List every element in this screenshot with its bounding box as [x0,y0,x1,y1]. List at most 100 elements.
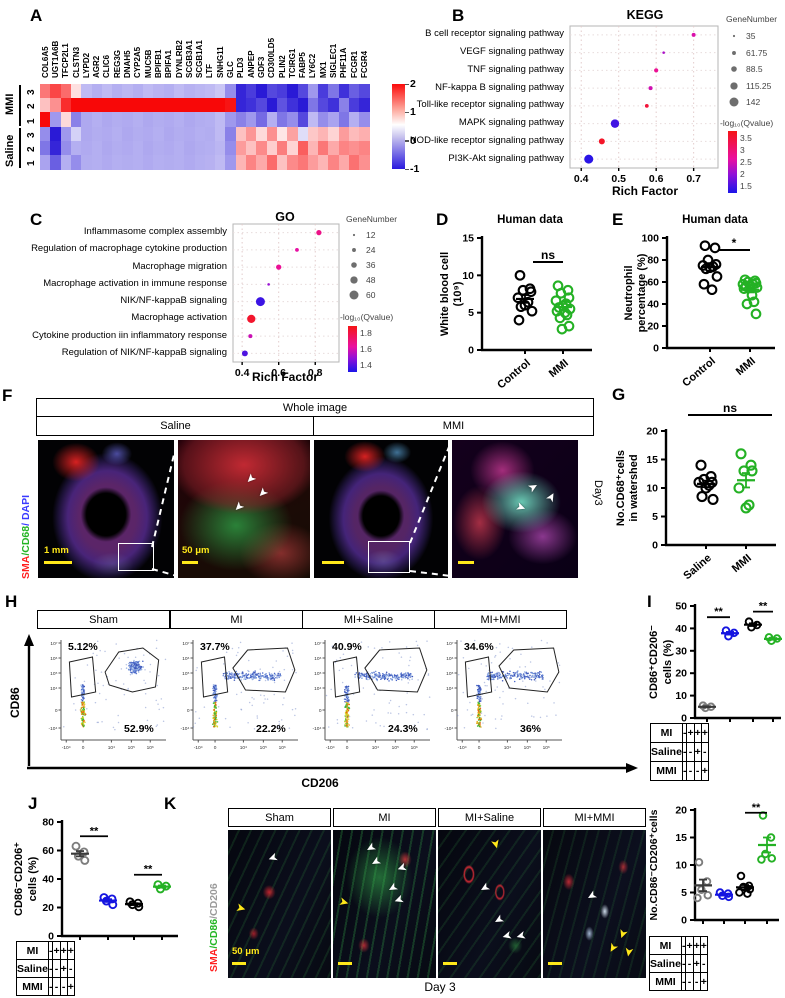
flow-dot [371,671,373,674]
flow-dot [400,656,403,658]
flow-dot [278,720,280,723]
pathway-label: Regulation of macrophage cytokine produc… [31,243,227,255]
flow-dot [215,706,217,709]
flow-dot [347,696,350,699]
x-tick: 0.4 [235,367,250,379]
flow-dot [270,676,273,679]
flow-dot [409,673,411,676]
flow-dot [371,675,373,677]
heatmap-cell [70,84,82,99]
colorbar-tickmark [405,168,409,171]
heatmap-cell [307,155,319,170]
gate-percent-top: 34.6% [464,641,494,653]
flow-dot [478,691,481,693]
flow-dot [345,692,348,694]
x-group-label: MMI [730,552,754,575]
flow-dot [388,641,391,643]
flow-dot [264,679,267,682]
flow-dot [477,713,480,716]
data-point [693,476,705,488]
color-legend-tick: 2 [740,169,745,179]
heatmap-cell [50,98,61,113]
flow-dot [555,714,557,716]
size-legend-title: GeneNumber [346,214,398,224]
heatmap-cell [246,84,257,99]
flow-dot [505,675,507,677]
heatmap-cell [91,84,103,99]
data-point [741,298,753,310]
heatmap-cell [246,155,257,170]
flow-x-tick: -10⁴ [194,745,203,751]
flow-y-tick: 10⁷ [446,641,453,647]
flow-headers: Sham MI MI+Saline MI+MMI [0,590,645,798]
heatmap-cell [122,140,134,156]
heatmap-cell [81,112,92,127]
flow-dot [497,671,499,674]
panel-e-label: E [612,210,624,229]
y-tick: 40 [647,299,659,311]
gene-label: DNAH5 [123,50,133,78]
heatmap-cell [276,84,288,99]
flow-gate-left [200,656,229,698]
y-tick: 10 [646,483,658,495]
heatmap-cell [40,140,51,156]
flow-dot [490,662,493,664]
heatmap-cell [40,84,51,99]
heatmap-cell [328,112,340,127]
flow-dot [388,702,391,704]
dotplot-svg: 0.4 0.6 0.8 [232,223,340,379]
flow-dot [373,671,375,673]
flow-dot [391,678,394,680]
data-point [767,854,777,863]
row-number: 2 [26,103,37,110]
table-row-label: Saline [649,954,682,973]
flow-dot [133,670,135,672]
flow-dot [253,672,256,674]
y-tick: 30 [675,645,687,657]
y-tick: 80 [42,817,54,829]
flow-dot [275,676,277,679]
flow-dot [248,701,251,704]
heatmap-cell [173,155,185,170]
flow-y-tick: 10⁶ [446,656,453,662]
flow-x-tick: 10⁶ [279,745,286,751]
flow-dot [410,675,413,678]
flow-dot [484,714,486,717]
flow-dot [214,696,216,699]
heatmap-cell [132,126,144,142]
flow-dot [226,674,229,677]
flow-dot [381,647,383,649]
flow-dot [348,699,350,701]
scatter-svg: 0 5 10 15 20 Saline MMI No.CD68⁺cells in watersh… [615,401,776,582]
heatmap-cell [60,112,72,127]
flow-dot [196,667,198,669]
table-cell: - [700,742,709,762]
flow-dot [532,672,535,675]
flow-x-tick: 10⁴ [504,745,511,751]
data-point [554,312,566,324]
heatmap-cell [297,140,309,156]
flow-dot [227,677,230,679]
flow-dot [535,680,537,682]
flow-dot [520,653,522,655]
flow-dot [345,704,347,706]
flow-dot [524,676,526,679]
heatmap-cell [50,84,61,99]
micro-saline-zoom [178,440,310,578]
flow-dot [135,665,137,667]
flow-plot: 10⁷ 10⁶ 10⁵ 10⁴ 0 -10⁴ -10⁴ 0 10⁴ 10⁵ 10⁶ 34.6% 36% [445,639,562,751]
gene-label: LYPD2 [81,52,91,78]
flow-dot [348,689,350,692]
flow-dot [215,690,217,693]
flow-dot [335,659,338,661]
flow-dot [373,647,376,649]
flow-dot [288,727,291,729]
flow-y-tick: 10⁷ [182,641,189,647]
flow-dot [261,672,264,674]
pathway-dot [248,334,253,339]
flow-dot [81,715,84,718]
flow-dot [273,678,275,680]
flow-dot [531,671,533,674]
y-tick: 40 [675,623,687,635]
